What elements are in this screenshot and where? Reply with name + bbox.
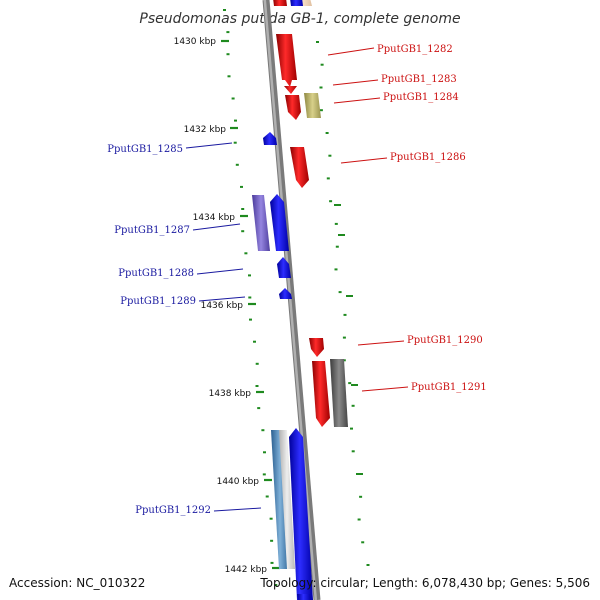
gene-pputgb1-1290: [309, 338, 324, 357]
label-1282: PputGB1_1282: [377, 44, 453, 55]
svg-text:1440 kbp: 1440 kbp: [217, 477, 260, 487]
label-1287: PputGB1_1287: [114, 225, 190, 236]
leader-1283: [332, 79, 379, 86]
leader-1284: [333, 97, 381, 104]
gene-layer: [263, 0, 330, 600]
map-title: Pseudomonas putida GB-1, complete genome: [139, 11, 460, 27]
cog-box-1291: [330, 359, 348, 427]
cog-box-1287: [252, 195, 270, 251]
gene-labels: PputGB1_1282 PputGB1_1283 PputGB1_1284 P…: [107, 44, 487, 516]
leader-1288: [196, 268, 244, 275]
gene-pputgb1-1291: [312, 361, 330, 427]
gene-pputgb1-1287: [270, 194, 289, 251]
label-1288: PputGB1_1288: [118, 268, 194, 279]
label-1283: PputGB1_1283: [381, 74, 457, 85]
cog-ring: [252, 0, 348, 569]
gene-pputgb1-1286: [290, 147, 309, 188]
accession-text: Accession: NC_010322: [9, 576, 146, 590]
label-1286: PputGB1_1286: [390, 152, 466, 163]
cog-box-1292-pale: [279, 430, 295, 569]
gene-pputgb1-1283: [284, 86, 297, 94]
svg-text:1442 kbp: 1442 kbp: [225, 565, 268, 575]
leader-1291: [361, 386, 409, 392]
svg-text:1438 kbp: 1438 kbp: [209, 389, 252, 399]
backbone: [262, 0, 321, 600]
gene-pputgb1-1288: [277, 257, 291, 278]
label-lines: [185, 47, 409, 512]
label-1289: PputGB1_1289: [120, 296, 196, 307]
leader-1286: [340, 157, 388, 164]
label-1291: PputGB1_1291: [411, 382, 487, 393]
gene-pputgb1-1292: [289, 428, 313, 600]
gene-pputgb1-1282: [276, 34, 297, 87]
tick-layer: 1430 kbp 1432 kbp 1434 kbp 1436 kbp 1438…: [174, 37, 280, 575]
tick-1438: 1438 kbp: [209, 389, 264, 399]
label-1285: PputGB1_1285: [107, 144, 183, 155]
tick-1432: 1432 kbp: [184, 125, 238, 135]
svg-text:1432 kbp: 1432 kbp: [184, 125, 227, 135]
label-1292: PputGB1_1292: [135, 505, 211, 516]
tick-1434: 1434 kbp: [193, 213, 248, 223]
tick-1442: 1442 kbp: [225, 565, 280, 575]
leader-1285: [185, 142, 233, 149]
gene-pputgb1-1284: [285, 95, 301, 120]
svg-text:1430 kbp: 1430 kbp: [174, 37, 217, 47]
gene-partial-top-red: [273, 0, 287, 6]
leader-1290: [357, 340, 405, 346]
leader-1287: [192, 223, 241, 231]
tick-1430: 1430 kbp: [174, 37, 229, 47]
tick-1436: 1436 kbp: [201, 301, 256, 311]
cog-box-1284: [304, 93, 321, 118]
gene-partial-bottom-blue: [297, 594, 311, 600]
leader-1292: [213, 507, 262, 512]
svg-text:1434 kbp: 1434 kbp: [193, 213, 236, 223]
label-1290: PputGB1_1290: [407, 335, 483, 346]
topology-text: Topology: circular; Length: 6,078,430 bp…: [260, 576, 590, 590]
gene-partial-top-blue: [290, 0, 303, 6]
leader-1289: [198, 296, 246, 302]
svg-text:1436 kbp: 1436 kbp: [201, 301, 244, 311]
cog-box-1292: [271, 430, 289, 569]
gene-pputgb1-1285: [263, 132, 277, 145]
gc-content-track: [223, 9, 370, 586]
tick-1440: 1440 kbp: [217, 477, 272, 487]
gene-pputgb1-1289: [279, 288, 292, 299]
label-1284: PputGB1_1284: [383, 92, 459, 103]
leader-1282: [327, 47, 375, 56]
